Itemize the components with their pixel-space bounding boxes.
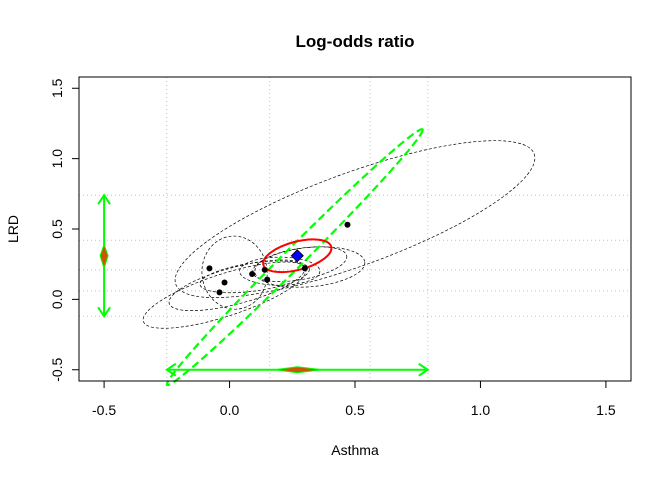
x-tick-label-2: 0.5 [345,402,365,418]
study-ellipse-4 [199,260,310,294]
y-tick-label-3: 1.0 [49,149,65,169]
x-tick-label-1: 0.0 [220,402,240,418]
chart-title: Log-odds ratio [296,32,415,51]
y-summary-diamond [99,242,109,271]
study-ellipse-7 [254,246,366,288]
study-ellipse-0 [174,140,536,298]
data-point-3 [249,271,256,278]
y-axis: -0.5 0.0 0.5 1.0 1.5 [49,78,80,382]
x-axis-title: Asthma [331,442,379,458]
data-point-6 [301,265,308,272]
y-tick-label-4: 1.5 [49,78,65,98]
data-point-4 [261,266,268,273]
summary-overlay [97,128,430,387]
x-axis: -0.5 0.0 0.5 1.0 1.5 [92,380,616,418]
study-ellipses [142,140,536,329]
x-tick-label-0: -0.5 [92,402,116,418]
pooled-confidence-ellipse [262,238,333,274]
x-tick-label-4: 1.5 [596,402,616,418]
prediction-ellipse [165,128,424,387]
x-tick-label-3: 1.0 [471,402,491,418]
grid-lines [79,77,631,381]
x-interval-arrow-left [165,362,177,377]
data-point-5 [264,276,271,283]
y-tick-label-1: 0.0 [49,289,65,309]
data-point-0 [206,265,213,272]
study-ellipse-5 [239,256,321,286]
y-tick-label-0: -0.5 [49,357,65,381]
x-interval-arrow-right [418,362,430,377]
y-tick-label-2: 0.5 [49,219,65,239]
y-interval-arrow-bottom [97,306,111,319]
y-interval-arrow-top [97,193,111,205]
pooled-estimate-marker [290,249,304,263]
x-summary-diamond [274,366,323,374]
y-axis-title: LRD [5,215,21,243]
data-points [206,221,351,296]
plot-frame [78,76,632,382]
study-ellipse-3 [142,261,307,329]
data-point-1 [221,279,228,286]
data-point-7 [344,221,351,228]
data-point-2 [216,289,223,296]
study-ellipse-1 [201,235,268,310]
